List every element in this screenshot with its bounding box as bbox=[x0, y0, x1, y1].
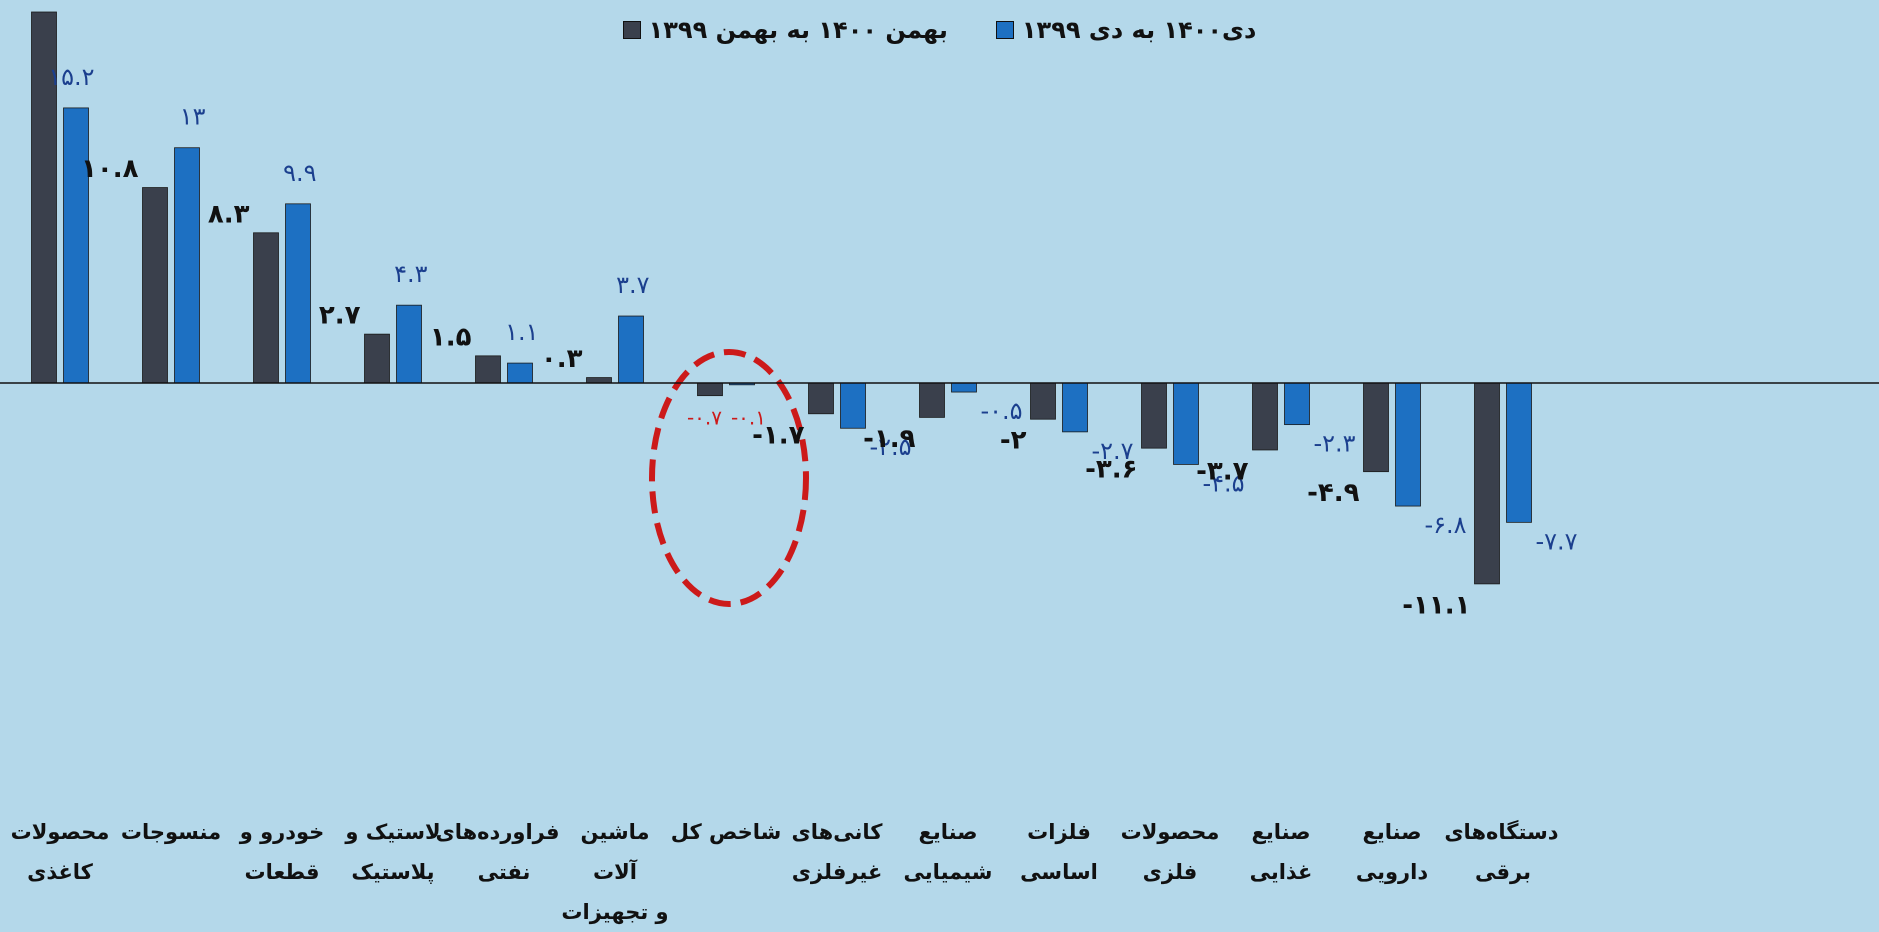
bar bbox=[31, 11, 57, 384]
bar bbox=[586, 377, 612, 384]
bar bbox=[618, 315, 644, 384]
x-tick-label: لاستیک و پلاستیک bbox=[345, 820, 441, 884]
value-label: ۹.۹ bbox=[283, 159, 316, 187]
bar bbox=[1062, 382, 1088, 433]
value-label: -۱.۹ bbox=[863, 424, 916, 454]
bar bbox=[364, 333, 390, 384]
legend: بهمن ۱۴۰۰ به بهمن ۱۳۹۹ دی۱۴۰۰ به دی ۱۳۹۹ bbox=[0, 16, 1879, 44]
bar bbox=[1030, 382, 1056, 420]
value-label: ۱.۱ bbox=[505, 318, 538, 346]
x-tick-label: دستگاه‌های برقی bbox=[1444, 820, 1559, 884]
legend-swatch bbox=[622, 21, 641, 39]
x-tick-label: کانی‌های غیرفلزی bbox=[791, 820, 883, 884]
value-label: -۷.۷ bbox=[1536, 527, 1578, 555]
bar bbox=[697, 382, 723, 397]
bar bbox=[1395, 382, 1421, 507]
x-tick-label: محصولات کاغذی bbox=[10, 820, 110, 884]
bar bbox=[840, 382, 866, 429]
value-label: -۲.۷ bbox=[1092, 437, 1134, 465]
value-label: ۳.۷ bbox=[616, 271, 650, 299]
bar bbox=[396, 304, 422, 384]
x-tick-label: فراورده‌های نفتی bbox=[435, 820, 560, 884]
page: {"chart_data": {"type": "bar", "categori… bbox=[0, 11, 1879, 924]
bar bbox=[1252, 382, 1278, 451]
bar bbox=[475, 355, 501, 384]
value-label: -۰.۷ bbox=[687, 406, 722, 430]
legend-label: بهمن ۱۴۰۰ به بهمن ۱۳۹۹ bbox=[648, 16, 948, 44]
x-tick-label: ماشین آلات و تجهیزات bbox=[561, 820, 669, 924]
value-label: ۰.۳ bbox=[541, 344, 583, 374]
x-tick-label: خودرو و قطعات bbox=[239, 820, 325, 884]
x-tick-label: شاخص کل bbox=[670, 820, 782, 844]
value-label: -۲ bbox=[1000, 426, 1027, 456]
bar bbox=[1363, 382, 1389, 473]
value-label: ۱۵.۲ bbox=[48, 63, 94, 91]
bar bbox=[142, 187, 168, 384]
value-label: ۸.۳ bbox=[208, 199, 250, 229]
bar bbox=[1141, 382, 1167, 449]
value-label: ۲.۷ bbox=[319, 301, 361, 331]
x-tick-label: منسوجات bbox=[120, 820, 222, 844]
bar bbox=[253, 232, 279, 384]
x-tick-label: فلزات اساسی bbox=[1020, 820, 1098, 884]
bar bbox=[507, 362, 533, 384]
legend-item: بهمن ۱۴۰۰ به بهمن ۱۳۹۹ bbox=[622, 16, 948, 44]
value-label: -۲.۵ bbox=[870, 433, 912, 461]
x-tick-label: صنایع شیمیایی bbox=[903, 820, 993, 884]
value-label: ۴.۳ bbox=[394, 260, 428, 288]
legend-item: دی۱۴۰۰ به دی ۱۳۹۹ bbox=[995, 16, 1257, 44]
value-label: ۱۳ bbox=[180, 103, 206, 131]
value-label: -۳.۷ bbox=[1196, 456, 1249, 486]
value-label: ۱۰.۸ bbox=[81, 154, 139, 184]
value-label: -۰.۱ bbox=[731, 406, 766, 430]
value-label: -۰.۵ bbox=[981, 397, 1023, 425]
bar bbox=[1474, 382, 1500, 585]
bar bbox=[808, 382, 834, 415]
chart: ۱۵.۲ ۱۰.۸ ۱۳ ۸.۳ ۹.۹ ۲.۷ ۴.۳ ۱.۵ ۱.۱۰.۳ ۳.۷ -۰.۷ -۰… bbox=[0, 11, 1879, 620]
value-label: -۴.۵ bbox=[1203, 469, 1245, 497]
x-tick-label: صنایع دارویی bbox=[1355, 820, 1429, 884]
bar bbox=[174, 147, 200, 384]
value-label: -۴.۹ bbox=[1307, 478, 1360, 508]
x-tick-label: محصولات فلزی bbox=[1120, 820, 1220, 884]
bar bbox=[951, 382, 977, 393]
bar bbox=[1173, 382, 1199, 465]
value-label: -۱۱.۱ bbox=[1402, 590, 1470, 620]
bar bbox=[1284, 382, 1310, 426]
bar bbox=[63, 107, 89, 384]
bar bbox=[1506, 382, 1532, 523]
x-tick-label: صنایع غذایی bbox=[1249, 820, 1313, 884]
value-label: -۲.۳ bbox=[1314, 430, 1356, 458]
bar bbox=[285, 203, 311, 384]
bar bbox=[919, 382, 945, 418]
value-label: -۱.۷ bbox=[752, 420, 805, 450]
legend-swatch bbox=[995, 21, 1014, 39]
value-label: ۱.۵ bbox=[430, 322, 472, 352]
value-label: -۶.۸ bbox=[1425, 511, 1467, 539]
legend-label: دی۱۴۰۰ به دی ۱۳۹۹ bbox=[1021, 16, 1257, 44]
value-label: -۳.۶ bbox=[1085, 455, 1137, 485]
highlight-ellipse bbox=[649, 349, 809, 607]
